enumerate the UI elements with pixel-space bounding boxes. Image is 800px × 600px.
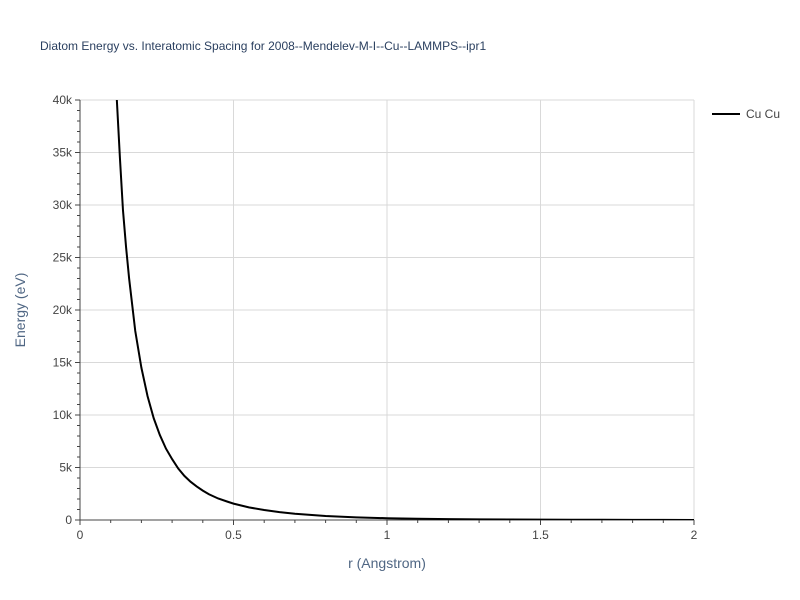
- legend[interactable]: Cu Cu: [712, 107, 780, 121]
- axes: 0 0.5 1 1.5 2 0 5k 10k 15k 20k 25k 30k 35k 40k: [53, 93, 698, 542]
- y-tick-label: 20k: [53, 303, 73, 317]
- y-tick-label: 25k: [53, 251, 73, 265]
- x-tick-label: 0: [77, 528, 84, 542]
- y-tick-label: 30k: [53, 198, 73, 212]
- y-tick-label: 5k: [59, 461, 73, 475]
- y-tick-label: 40k: [53, 93, 73, 107]
- y-tick-label: 15k: [53, 356, 73, 370]
- chart-title: Diatom Energy vs. Interatomic Spacing fo…: [40, 39, 486, 53]
- series-line-cu-cu[interactable]: [115, 100, 694, 520]
- x-tick-label: 2: [691, 528, 698, 542]
- y-tick-label: 35k: [53, 146, 73, 160]
- y-tick-label: 0: [65, 513, 72, 527]
- grid: [80, 99, 695, 520]
- x-tick-label: 0.5: [225, 528, 242, 542]
- legend-label[interactable]: Cu Cu: [746, 107, 780, 121]
- x-axis-title: r (Angstrom): [348, 555, 426, 571]
- y-tick-label: 10k: [53, 408, 73, 422]
- y-axis-title: Energy (eV): [12, 273, 28, 348]
- series-layer: [115, 100, 694, 520]
- x-tick-label: 1.5: [532, 528, 549, 542]
- x-tick-label: 1: [384, 528, 391, 542]
